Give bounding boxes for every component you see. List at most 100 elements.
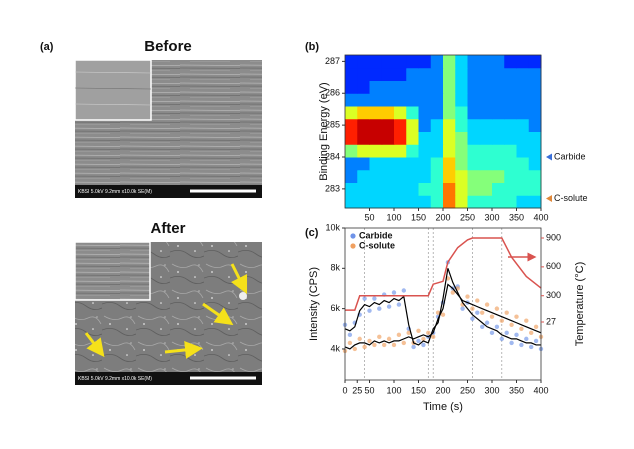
heat-cell xyxy=(516,182,530,196)
heat-cell xyxy=(504,67,517,81)
data-point xyxy=(382,342,387,348)
heat-cell xyxy=(516,195,530,209)
data-point xyxy=(475,310,480,315)
heat-cell xyxy=(381,195,395,209)
data-point xyxy=(450,290,455,295)
heat-cell xyxy=(394,93,407,107)
x-tick-label: 50 xyxy=(364,212,374,222)
heat-cell xyxy=(516,55,530,69)
data-point xyxy=(440,312,446,317)
data-point xyxy=(347,332,353,338)
y2-axis-label: Temperature (°C) xyxy=(574,262,586,346)
x-tick-label: 250 xyxy=(460,385,475,395)
heat-cell xyxy=(467,93,481,107)
heat-cell xyxy=(406,182,419,196)
y-tick-label: 10k xyxy=(325,222,340,232)
heat-cell xyxy=(443,118,456,132)
heat-cell xyxy=(479,106,493,120)
heat-cell xyxy=(345,55,358,69)
heat-cell xyxy=(394,144,407,158)
data-point xyxy=(489,314,495,319)
heat-cell xyxy=(516,131,530,145)
y-axis-label: Binding Energy (eV) xyxy=(318,82,330,180)
heat-cell xyxy=(394,80,407,94)
x-tick-label: 400 xyxy=(533,212,548,222)
heat-cell xyxy=(467,67,481,81)
heat-cell xyxy=(430,118,444,132)
heat-cell xyxy=(418,67,432,81)
heat-cell xyxy=(504,93,517,107)
data-point xyxy=(519,342,524,348)
y-tick-label: 287 xyxy=(325,56,340,66)
heat-cell xyxy=(443,80,456,94)
heat-cell xyxy=(381,67,395,81)
y-tick-label: 285 xyxy=(325,120,340,130)
data-point xyxy=(484,302,490,307)
heat-cell xyxy=(357,131,370,145)
heat-cell xyxy=(406,67,419,81)
data-point xyxy=(406,330,411,336)
data-point xyxy=(431,334,436,340)
data-point xyxy=(475,298,480,303)
sem-image-before xyxy=(74,59,262,198)
data-point xyxy=(416,338,421,344)
heat-cell xyxy=(479,157,493,171)
heat-cell xyxy=(430,157,444,171)
heat-cell xyxy=(467,80,481,94)
heat-cell xyxy=(492,106,505,120)
heat-cell xyxy=(369,182,383,196)
data-point xyxy=(524,336,529,342)
heat-cell xyxy=(479,144,493,158)
data-point xyxy=(401,288,406,293)
heat-cell xyxy=(467,55,481,69)
legend-label: C-solute xyxy=(359,240,395,250)
heat-cell xyxy=(467,182,481,196)
heat-cell xyxy=(381,131,395,145)
heat-cell xyxy=(357,67,370,81)
image-caption: KBSI 5.0kV 9.2mm x10.0k SE(M) xyxy=(78,376,152,382)
heat-cell xyxy=(369,144,383,158)
heat-cell xyxy=(369,93,383,107)
heat-cell xyxy=(418,157,432,171)
heat-cell xyxy=(369,80,383,94)
heat-cell xyxy=(406,131,419,145)
heat-cell xyxy=(492,67,505,81)
data-point xyxy=(377,334,382,340)
heat-cell xyxy=(455,131,468,145)
heat-cell xyxy=(430,182,444,196)
heat-cell xyxy=(406,169,419,183)
data-point xyxy=(529,344,534,350)
heat-cell xyxy=(504,106,517,120)
annotation-marker xyxy=(546,194,552,202)
heat-cell xyxy=(516,169,530,183)
heat-cell xyxy=(443,182,456,196)
heat-cell xyxy=(492,157,505,171)
data-point xyxy=(386,304,392,309)
data-point xyxy=(489,330,495,336)
data-point xyxy=(465,294,470,299)
heat-cell xyxy=(394,195,407,209)
heat-cell xyxy=(528,67,542,81)
heat-cell xyxy=(528,118,542,132)
heat-cell xyxy=(516,106,530,120)
heat-cell xyxy=(418,144,432,158)
heat-cell xyxy=(492,195,505,209)
heat-cell xyxy=(443,144,456,158)
y-tick-label: 283 xyxy=(325,183,340,193)
heat-cell xyxy=(443,169,456,183)
heat-cell xyxy=(455,157,468,171)
y2-tick-label: 600 xyxy=(546,261,561,271)
heat-cell xyxy=(492,80,505,94)
heat-cell xyxy=(479,195,493,209)
y-tick-label: 284 xyxy=(325,151,340,161)
legend-marker xyxy=(350,243,356,249)
heat-cell xyxy=(492,93,505,107)
heat-cell xyxy=(467,144,481,158)
heat-cell xyxy=(357,144,370,158)
heat-cell xyxy=(357,169,370,183)
data-point xyxy=(529,330,534,336)
heat-cell xyxy=(369,118,383,132)
heat-cell xyxy=(357,157,370,171)
x-tick-label: 300 xyxy=(484,385,499,395)
y2-tick-label: 300 xyxy=(546,290,561,300)
